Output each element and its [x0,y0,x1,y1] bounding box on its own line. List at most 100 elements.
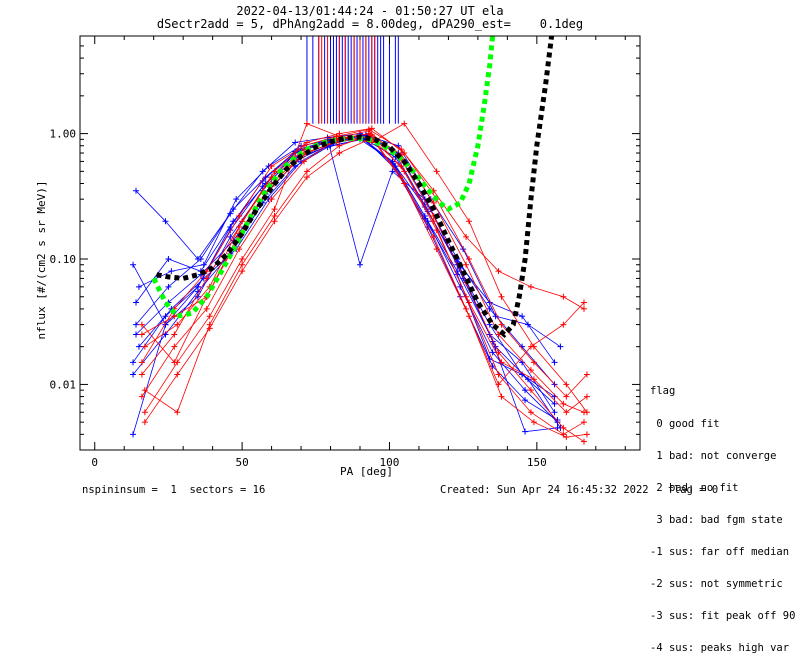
blue-data-point [135,283,142,290]
blue-data-point [197,256,204,263]
x-tick-label: 150 [527,456,547,469]
y-tick-label: 0.10 [50,253,77,266]
red-data-point [560,424,567,431]
flag-legend: flag 0 good fit 1 bad: not converge 2 ba… [650,365,795,665]
black-fit-curve [156,35,555,338]
red-data-point [236,223,243,230]
red-data-point [368,125,375,132]
red-data-point [174,359,181,366]
footer-right: Created: Sun Apr 24 16:45:32 2022 flag =… [440,484,719,496]
blue-data-point [165,283,172,290]
red-data-point [271,206,278,213]
red-data-point [530,359,537,366]
red-data-point [138,359,145,366]
red-data-point [138,371,145,378]
blue-data-point [233,196,240,203]
red-data-point [498,393,505,400]
ticks: 0 50 100 150 0.01 0.10 1.00 [50,35,640,469]
red-data-point [563,434,570,441]
blue-series-line [138,134,561,429]
chart-title: 2022-04-13/01:44:24 - 01:50:27 UT ela [236,4,504,18]
red-data-point [530,376,537,383]
red-data-point [581,438,587,445]
red-data-point [563,409,570,416]
red-data-point [171,313,178,320]
red-data-point [239,256,246,263]
red-data-point [498,321,505,328]
blue-data-point [460,246,467,253]
x-tick-label: 100 [380,456,400,469]
blue-series-line [132,138,555,435]
red-data-point [527,409,534,416]
red-data-point [171,343,178,350]
chart-subtitle: dSectr2add = 5, dPhAng2add = 8.00deg, dP… [156,17,584,31]
red-data-point [239,261,246,268]
blue-series-line [135,133,555,397]
blue-data-point [522,397,529,404]
flag-legend-item: 2 bad: no fit [650,481,739,494]
blue-data-point [162,313,169,320]
red-series-line [141,130,585,442]
blue-data-point [551,359,558,366]
blue-data-point [130,261,137,268]
y-axis-label: nflux [#/(cm2 s sr MeV)] [35,180,48,340]
red-data-point [463,261,470,268]
red-data-point [581,299,587,306]
red-data-point [303,120,310,127]
blue-data-point [292,139,299,146]
red-data-point [336,142,343,149]
red-data-point [174,321,181,328]
red-data-point [398,146,405,153]
x-tick-label: 0 [91,456,98,469]
blue-data-point [133,331,139,338]
vertical-lines [306,36,399,124]
red-data-point [301,142,307,149]
blue-series-line [132,138,555,375]
red-data-point [171,331,178,338]
red-data-point [583,393,590,400]
red-data-point [583,371,590,378]
blue-data-point [525,376,531,383]
red-data-point [583,431,590,438]
blue-data-point [357,261,363,268]
red-data-point [236,246,243,253]
red-data-point [466,218,473,225]
red-data-point [141,409,148,416]
red-data-point [271,218,278,225]
blue-data-point [168,268,175,275]
blue-series-line [135,136,558,421]
red-data-point [271,213,278,220]
x-axis-label: PA [deg] [340,465,393,478]
blue-data-point [551,409,558,416]
blue-data-point [130,371,137,378]
red-data-point [141,419,148,426]
red-data-point [401,120,408,127]
flag-legend-item: -2 sus: not symmetric [650,578,783,591]
blue-series-line [135,137,558,433]
red-data-point [433,227,440,234]
red-data-point [466,313,473,320]
red-series-line [144,134,588,413]
red-data-point [466,256,473,263]
red-data-point [401,180,408,187]
red-data-point [174,371,181,378]
blue-data-point [519,313,526,320]
blue-data-point [200,261,207,268]
blue-data-point [165,256,172,263]
flag-legend-heading: flag [650,385,676,398]
flag-legend-item: -4 sus: peaks high var [650,642,790,655]
red-data-point [303,174,310,181]
red-data-point [268,163,275,170]
blue-data-point [130,431,137,438]
red-data-point [203,275,210,282]
blue-data-point [133,187,139,194]
red-data-point [560,431,567,438]
red-data-point [498,293,505,300]
blue-data-point [259,177,266,184]
chart-plot: 0 50 100 150 0.01 0.10 1.00 [50,35,641,469]
red-series-line [141,128,585,363]
red-data-point [563,393,570,400]
flag-legend-item: 0 good fit [650,417,720,430]
red-series-line [141,135,585,435]
red-data-point [433,246,440,253]
